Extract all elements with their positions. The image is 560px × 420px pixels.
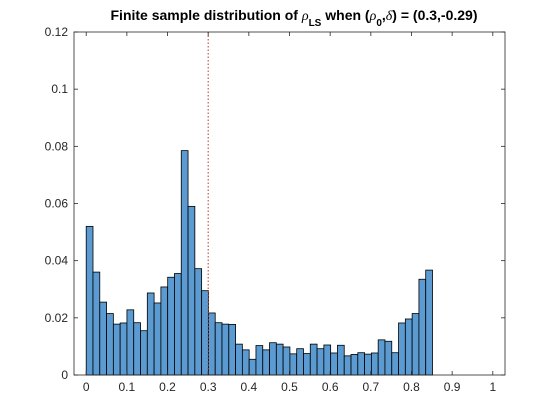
histogram-bar bbox=[418, 278, 427, 376]
histogram-bar bbox=[92, 271, 101, 376]
y-tick-label: 0.04 bbox=[45, 254, 69, 268]
histogram-bar bbox=[357, 352, 365, 376]
histogram-bar bbox=[398, 322, 406, 376]
tick-marks bbox=[74, 31, 505, 376]
histogram-bar bbox=[126, 309, 135, 376]
histogram-bar bbox=[140, 330, 148, 376]
histogram-bar bbox=[160, 286, 169, 376]
y-tick-label: 0 bbox=[61, 368, 68, 382]
histogram-bar bbox=[275, 343, 284, 376]
histogram-bar bbox=[112, 323, 121, 376]
histogram-bar bbox=[106, 313, 114, 376]
histogram-bar bbox=[330, 352, 338, 376]
x-tick-label: 0.8 bbox=[403, 380, 420, 394]
x-tick-label: 0.2 bbox=[159, 380, 176, 394]
x-tick-label: 0.9 bbox=[444, 380, 461, 394]
histogram-bar bbox=[235, 343, 243, 376]
histogram-bar bbox=[316, 348, 325, 376]
histogram-bar bbox=[377, 339, 386, 376]
y-tick-label: 0.12 bbox=[45, 25, 69, 39]
histogram-bars bbox=[85, 150, 433, 376]
histogram-bar bbox=[350, 354, 359, 376]
chart-title: Finite sample distribution of ρLS when (… bbox=[111, 7, 478, 29]
histogram-bar bbox=[208, 312, 216, 376]
histogram-bar bbox=[201, 290, 209, 376]
histogram-bar bbox=[309, 343, 318, 376]
histogram-bar bbox=[289, 353, 298, 376]
y-tick-label: 0.02 bbox=[45, 311, 69, 325]
histogram-bar bbox=[262, 349, 270, 376]
histogram-bar bbox=[425, 269, 433, 376]
x-tick-label: 0.1 bbox=[119, 380, 136, 394]
histogram-bar bbox=[241, 349, 250, 376]
histogram-bar bbox=[282, 346, 291, 376]
tick-labels: 0 0.1 0.2 0.3 0.4 0.5 0.6 0.7 0.8 0.9 1 0 0.02 0.04 0.… bbox=[45, 25, 497, 394]
histogram-bar bbox=[337, 344, 345, 376]
histogram-bar bbox=[174, 273, 182, 376]
histogram-bar bbox=[364, 353, 372, 376]
histogram-bar bbox=[323, 344, 332, 376]
histogram-bar bbox=[269, 342, 277, 376]
histogram-bar bbox=[228, 324, 236, 376]
histogram-bar bbox=[167, 276, 175, 376]
x-tick-label: 0.5 bbox=[281, 380, 298, 394]
histogram-bar bbox=[194, 268, 203, 376]
histogram-bar bbox=[133, 322, 141, 376]
x-tick-label: 0.6 bbox=[322, 380, 339, 394]
histogram-bar bbox=[99, 301, 107, 376]
histogram-bar bbox=[221, 323, 230, 376]
histogram-bar bbox=[146, 292, 155, 376]
histogram-bar bbox=[119, 322, 128, 376]
y-tick-label: 0.1 bbox=[51, 82, 68, 96]
histogram-bar bbox=[411, 313, 420, 376]
x-tick-label: 0.7 bbox=[362, 380, 379, 394]
histogram-bar bbox=[255, 345, 264, 376]
histogram-bar bbox=[384, 340, 393, 376]
x-tick-label: 0 bbox=[83, 380, 90, 394]
histogram-bar bbox=[85, 225, 94, 376]
histogram-bar bbox=[153, 302, 162, 376]
histogram-bar bbox=[370, 352, 379, 376]
histogram-bar bbox=[180, 150, 189, 376]
y-tick-label: 0.08 bbox=[45, 139, 69, 153]
x-tick-label: 0.3 bbox=[200, 380, 217, 394]
histogram-bar bbox=[404, 318, 413, 376]
histogram-bar bbox=[296, 348, 304, 376]
histogram-bar bbox=[187, 205, 196, 376]
histogram-bar bbox=[248, 358, 257, 376]
y-tick-label: 0.06 bbox=[45, 197, 69, 211]
histogram-bar bbox=[303, 353, 311, 376]
histogram-bar bbox=[391, 352, 399, 376]
histogram-bar bbox=[214, 322, 223, 376]
x-tick-label: 1 bbox=[489, 380, 496, 394]
x-tick-label: 0.4 bbox=[240, 380, 257, 394]
histogram-bar bbox=[343, 355, 352, 376]
